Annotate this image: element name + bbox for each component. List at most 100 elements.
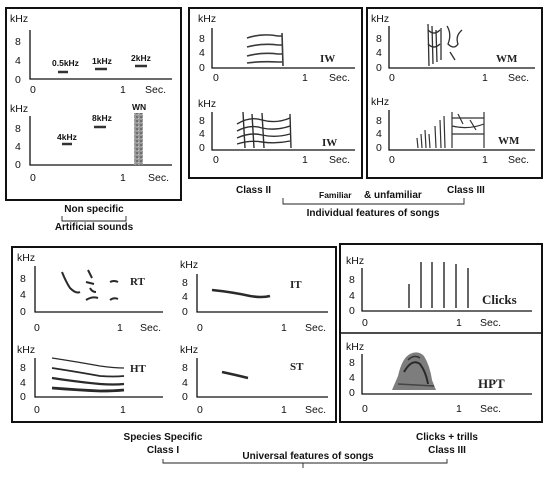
khz-label: kHz: [198, 98, 216, 110]
y-tick-4: 4: [349, 372, 355, 384]
axes: [34, 266, 163, 313]
clicks-spectrogram: [408, 262, 469, 308]
tag-rt: RT: [130, 276, 146, 288]
y-tick-8: 8: [349, 274, 355, 286]
caption-class-i: Class I: [147, 445, 179, 456]
y-tick-8: 8: [20, 273, 26, 285]
caption-artificial-sounds: Artificial sounds: [55, 222, 134, 233]
iw-bottom-harmonics: [236, 111, 292, 149]
khz-label: kHz: [346, 341, 364, 353]
y-tick-4: 4: [349, 290, 355, 302]
y-tick-8: 8: [15, 123, 21, 135]
y-tick-8: 8: [182, 362, 188, 374]
axes: [388, 26, 535, 69]
y-tick-4: 4: [20, 289, 26, 301]
x-tick-1: 1: [302, 72, 308, 84]
tag-iw: IW: [322, 137, 337, 149]
y-tick-4: 4: [376, 47, 382, 59]
y-tick-4: 4: [182, 291, 188, 303]
caption-non-specific: Non specific: [64, 204, 124, 215]
sec-label: Sec.: [145, 84, 166, 96]
it-spectrogram: [211, 288, 271, 299]
plot-hpt: kHz 8 4 0 HPT 0 1 Sec.: [346, 341, 532, 415]
bracket: [162, 459, 448, 464]
y-tick-4: 4: [15, 141, 21, 153]
st-spectrogram: [221, 370, 249, 380]
khz-label: kHz: [17, 344, 35, 356]
plot-iw-bottom: kHz 8 4 0 IW 0 1 Sec.: [198, 98, 355, 166]
y-tick-0: 0: [20, 306, 26, 318]
bracket: [282, 198, 465, 205]
y-tick-8: 8: [15, 36, 21, 48]
caption-class-iii: Class III: [428, 445, 466, 456]
iw-top-harmonics: [246, 32, 284, 67]
caption-individual: Class II Familiar & unfamiliar Class III…: [236, 185, 485, 219]
y-tick-4: 4: [182, 377, 188, 389]
x-tick-1: 1: [456, 403, 462, 415]
khz-label: kHz: [371, 96, 389, 108]
plot-artificial-top: kHz 8 4 0 0.5kHz 1kHz 2kHz 0 1 Sec.: [10, 13, 172, 96]
y-tick-8: 8: [20, 362, 26, 374]
y-tick-0: 0: [199, 142, 205, 154]
caption-individual-features: Individual features of songs: [307, 208, 440, 219]
hpt-spectrogram: [392, 352, 436, 390]
caption-familiar: Familiar: [319, 190, 352, 200]
panel-iw-frame: [188, 7, 363, 179]
wm-bottom-spectrogram: [416, 112, 485, 149]
rt-spectrogram: [61, 269, 119, 301]
plot-st: kHz 8 4 0 ST 0 1 Sec.: [180, 344, 328, 416]
panel-species-frame: [11, 246, 337, 423]
plot-rt: kHz 8 4 0 RT 0 1 Sec.: [17, 252, 163, 334]
panel-artificial-frame: [5, 7, 182, 201]
panel-species-specific: kHz 8 4 0 RT 0 1 Sec. kHz 8 4 0 IT 0: [11, 246, 337, 423]
y-tick-4: 4: [199, 128, 205, 140]
tone-label-4khz: 4kHz: [57, 132, 77, 142]
x-tick-1: 1: [120, 172, 126, 184]
sec-label: Sec.: [508, 72, 529, 84]
tone-label-1khz: 1kHz: [92, 56, 112, 66]
tone-label-0.5khz: 0.5kHz: [52, 58, 79, 68]
plot-artificial-bottom: kHz 8 4 0 4kHz 8kHz WN 0 1 Sec.: [10, 102, 172, 184]
x-tick-1: 1: [482, 72, 488, 84]
axes: [196, 274, 328, 313]
khz-label: kHz: [198, 13, 216, 25]
axes: [361, 268, 532, 312]
caption-unfamiliar: & unfamiliar: [364, 190, 422, 201]
caption-universal-features: Universal features of songs: [242, 451, 374, 462]
y-tick-0: 0: [15, 74, 21, 86]
white-noise-block: [134, 113, 143, 165]
x-tick-1: 1: [120, 404, 126, 416]
tone-label-8khz: 8kHz: [92, 113, 112, 123]
x-tick-1: 1: [456, 317, 462, 329]
panel-individual-wm: kHz 8 4 0 WM 0 1 Sec. kHz 8 4 0: [366, 7, 543, 179]
x-tick-0: 0: [197, 322, 203, 334]
plot-clicks: kHz 8 4 0 Clicks 0 1 Sec.: [346, 255, 532, 329]
sec-label: Sec.: [480, 317, 501, 329]
sec-label: Sec.: [305, 404, 326, 416]
caption-clicks-trills: Clicks + trills: [416, 432, 478, 443]
khz-label: kHz: [17, 252, 35, 264]
panel-individual-iw: kHz 8 4 0 IW 0 1 Sec. kHz 8 4 0: [188, 7, 363, 179]
y-tick-8: 8: [182, 277, 188, 289]
khz-label: kHz: [10, 13, 28, 25]
x-tick-1: 1: [302, 154, 308, 166]
wm-top-spectrogram: [427, 23, 463, 67]
x-tick-1: 1: [281, 404, 287, 416]
sec-label: Sec.: [480, 403, 501, 415]
x-tick-0: 0: [362, 403, 368, 415]
y-tick-4: 4: [20, 377, 26, 389]
khz-label: kHz: [371, 13, 389, 25]
axes: [196, 358, 328, 398]
x-tick-0: 0: [213, 154, 219, 166]
axes: [29, 30, 172, 80]
khz-label: kHz: [180, 344, 198, 356]
sec-label: Sec.: [148, 172, 169, 184]
x-tick-0: 0: [34, 322, 40, 334]
x-tick-0: 0: [30, 84, 36, 96]
y-tick-4: 4: [376, 128, 382, 140]
khz-label: kHz: [346, 255, 364, 267]
x-tick-0: 0: [197, 404, 203, 416]
x-tick-0: 0: [362, 317, 368, 329]
tag-st: ST: [290, 361, 304, 373]
caption-class-iii: Class III: [447, 185, 485, 196]
